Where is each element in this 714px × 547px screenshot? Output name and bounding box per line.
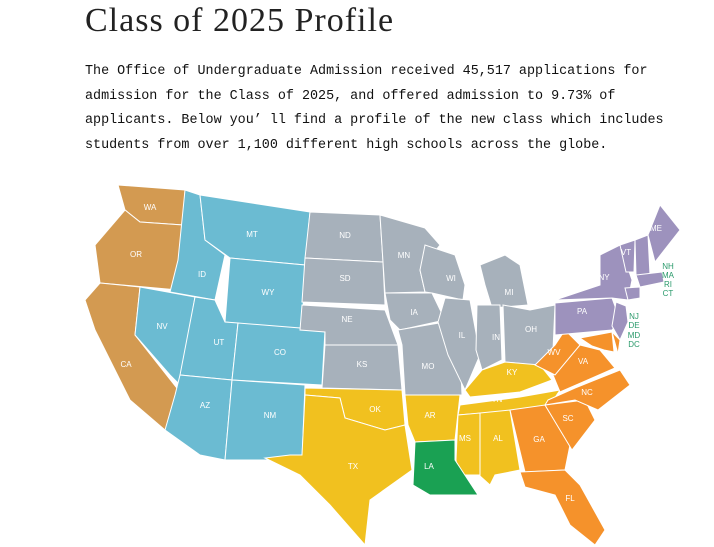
state-label: MT xyxy=(246,230,258,239)
state-label: WV xyxy=(548,348,562,357)
state-label: UT xyxy=(214,338,225,347)
state-label: PA xyxy=(577,307,588,316)
state-label-outside: CT xyxy=(663,289,674,298)
state-label: IA xyxy=(410,308,418,317)
state-shape xyxy=(475,304,503,371)
state-label-outside: MD xyxy=(628,331,641,340)
state-label: NV xyxy=(156,322,168,331)
state-label: AL xyxy=(493,434,503,443)
state-label: OH xyxy=(525,325,537,334)
state-label: NE xyxy=(341,315,352,324)
state-label-outside: DC xyxy=(628,340,640,349)
state-shape xyxy=(647,204,681,264)
state-label: TN xyxy=(492,395,503,404)
state-shape xyxy=(611,330,621,355)
state-label: ID xyxy=(198,270,206,279)
state-label: KS xyxy=(357,360,368,369)
state-shape xyxy=(611,301,629,342)
state-label-outside: NJ xyxy=(629,312,639,321)
state-label: MS xyxy=(459,434,471,443)
state-label: ND xyxy=(339,231,351,240)
state-label: KY xyxy=(507,368,518,377)
title: Class of 2025 Profile xyxy=(85,2,395,39)
state-label: WA xyxy=(144,203,157,212)
state-label: SD xyxy=(339,274,350,283)
state-label: GA xyxy=(533,435,545,444)
state-label: FL xyxy=(565,494,575,503)
state-label: SC xyxy=(562,414,573,423)
state-label: TX xyxy=(348,462,359,471)
state-shape xyxy=(263,394,413,547)
state-label: MI xyxy=(505,288,514,297)
state-shape xyxy=(635,271,665,288)
state-shape xyxy=(554,297,621,336)
state-label: NC xyxy=(581,388,593,397)
state-shape xyxy=(544,369,631,411)
state-label: ME xyxy=(650,224,662,233)
state-shape xyxy=(419,244,466,301)
state-label: AZ xyxy=(200,401,210,410)
state-shape xyxy=(134,286,196,387)
state-label: WI xyxy=(446,274,456,283)
state-shape xyxy=(384,292,446,331)
state-shape xyxy=(519,469,606,546)
state-shape xyxy=(464,361,553,398)
state-label: CO xyxy=(274,348,286,357)
state-label: NM xyxy=(264,411,277,420)
state-label-outside: RI xyxy=(664,280,672,289)
state-label: AR xyxy=(424,411,435,420)
state-label: VT xyxy=(621,248,631,257)
state-shape xyxy=(412,439,479,496)
state-label: LA xyxy=(424,462,434,471)
state-label: WY xyxy=(262,288,276,297)
state-shape xyxy=(479,254,529,309)
state-shape xyxy=(619,239,636,273)
state-shape xyxy=(544,399,596,451)
state-shape xyxy=(534,329,581,376)
state-shape xyxy=(455,412,481,476)
state-label-outside: MA xyxy=(662,271,675,280)
state-label-outside: NH xyxy=(662,262,674,271)
state-label: MN xyxy=(398,251,411,260)
state-label: VA xyxy=(578,357,589,366)
state-shape xyxy=(624,286,641,301)
state-label-outside: DE xyxy=(628,321,639,330)
state-shape xyxy=(301,257,386,306)
state-label: MO xyxy=(422,362,435,371)
state-label: IN xyxy=(492,333,500,342)
state-label: OK xyxy=(369,405,381,414)
state-shape xyxy=(578,331,615,353)
state-shape xyxy=(634,234,651,276)
state-label: IL xyxy=(459,331,466,340)
state-label: CA xyxy=(120,360,132,369)
state-label: NY xyxy=(598,273,610,282)
intro: The Office of Undergraduate Admission re… xyxy=(85,64,664,153)
state-label: OR xyxy=(130,250,142,259)
